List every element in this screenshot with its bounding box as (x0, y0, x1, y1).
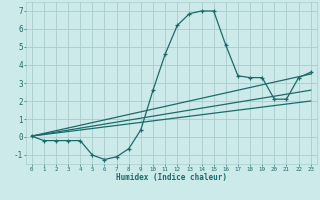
X-axis label: Humidex (Indice chaleur): Humidex (Indice chaleur) (116, 173, 227, 182)
